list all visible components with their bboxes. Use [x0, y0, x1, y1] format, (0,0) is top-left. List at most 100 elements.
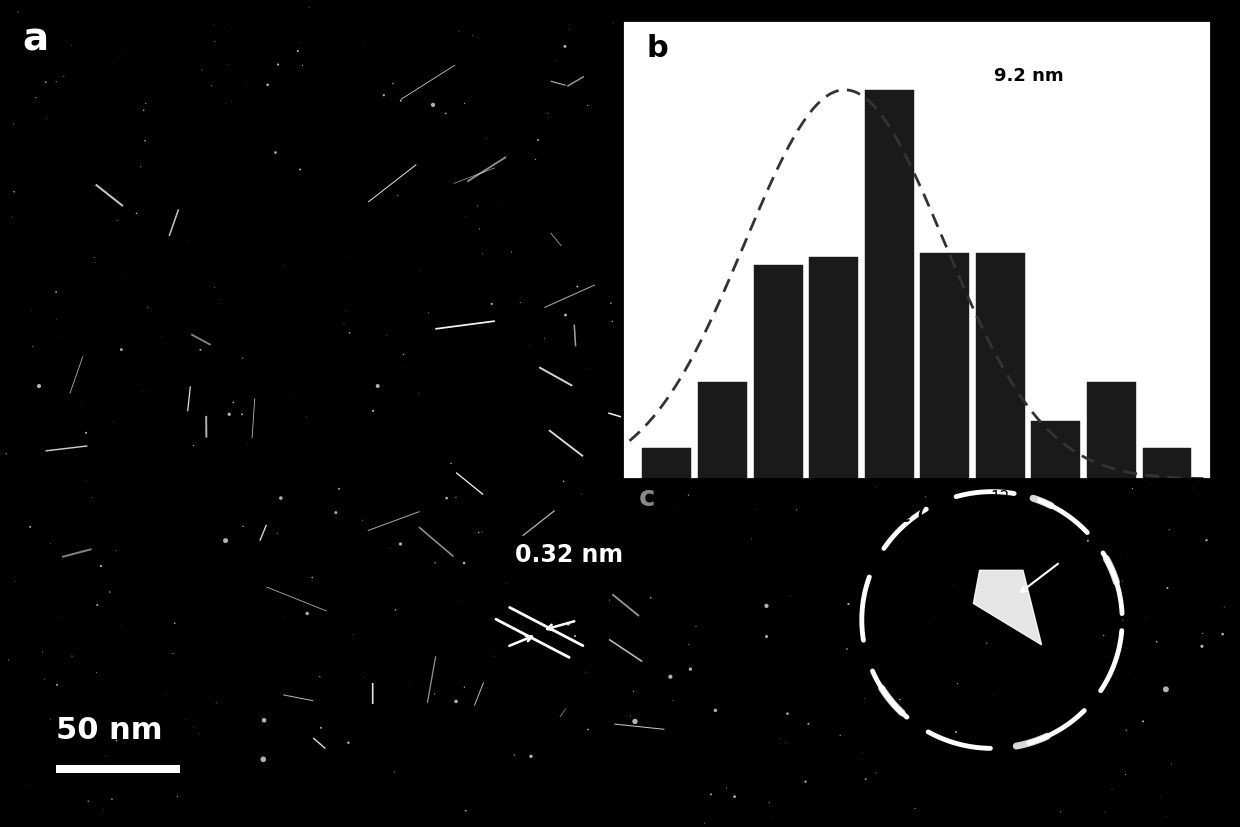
Point: [1193, 748, 1213, 762]
Point: [184, 439, 203, 452]
Point: [232, 409, 252, 422]
Point: [677, 598, 697, 611]
Point: [284, 391, 304, 404]
Point: [477, 533, 497, 547]
Point: [425, 687, 445, 700]
Point: [993, 512, 1013, 525]
Point: [87, 667, 107, 680]
Point: [777, 707, 797, 720]
Point: [701, 788, 720, 801]
Point: [763, 810, 782, 823]
Point: [46, 313, 66, 327]
Point: [102, 792, 122, 805]
Point: [94, 803, 114, 816]
Point: [756, 600, 776, 613]
Point: [254, 714, 274, 727]
Point: [1063, 605, 1083, 619]
Point: [558, 618, 578, 631]
Point: [641, 591, 661, 605]
Point: [686, 620, 706, 633]
Point: [1094, 629, 1114, 642]
Point: [115, 271, 135, 284]
Point: [854, 692, 874, 705]
Point: [536, 509, 556, 522]
Point: [556, 41, 575, 54]
Bar: [810, 258, 858, 480]
Point: [413, 522, 433, 535]
Point: [419, 307, 439, 320]
Point: [115, 48, 135, 61]
Point: [763, 607, 782, 620]
Point: [136, 544, 156, 557]
Point: [339, 64, 358, 77]
Text: b: b: [646, 35, 668, 64]
Point: [9, 697, 29, 710]
Point: [776, 615, 796, 629]
Point: [1156, 683, 1176, 696]
Point: [1141, 477, 1161, 490]
Point: [521, 340, 541, 353]
Point: [613, 691, 632, 705]
Bar: [1032, 421, 1080, 480]
Point: [596, 543, 616, 557]
Point: [838, 598, 858, 611]
Point: [1112, 614, 1132, 627]
Point: [1, 212, 21, 225]
Point: [1078, 489, 1097, 502]
Point: [624, 685, 644, 698]
Point: [105, 694, 125, 707]
Text: c: c: [639, 484, 655, 512]
Point: [386, 604, 405, 617]
Point: [216, 534, 236, 547]
Point: [339, 736, 358, 749]
Point: [391, 95, 410, 108]
Point: [1226, 753, 1240, 767]
Bar: [642, 448, 692, 480]
Point: [303, 571, 322, 585]
Point: [520, 124, 539, 137]
Point: [228, 200, 248, 213]
Point: [678, 489, 698, 502]
Point: [423, 99, 443, 112]
Point: [352, 514, 372, 528]
Point: [71, 397, 91, 410]
Point: [253, 753, 273, 766]
Point: [559, 24, 579, 37]
Point: [326, 506, 346, 519]
Point: [600, 191, 620, 204]
Point: [134, 104, 154, 117]
Point: [508, 635, 528, 648]
Point: [393, 348, 413, 361]
Point: [505, 748, 525, 762]
Point: [383, 78, 403, 91]
Point: [847, 631, 867, 644]
Point: [455, 210, 475, 223]
Point: [667, 499, 687, 512]
Point: [393, 360, 413, 373]
Point: [387, 153, 407, 166]
Point: [915, 490, 935, 504]
Point: [11, 121, 31, 134]
Point: [223, 396, 243, 409]
Point: [112, 620, 131, 633]
Point: [779, 777, 799, 791]
Point: [1156, 810, 1176, 823]
Point: [856, 772, 875, 786]
Point: [393, 332, 413, 345]
Point: [1116, 724, 1136, 737]
Polygon shape: [973, 571, 1042, 645]
Point: [1162, 758, 1182, 771]
Point: [176, 713, 196, 726]
Point: [374, 89, 394, 103]
Bar: [920, 254, 970, 480]
Point: [450, 303, 470, 316]
Point: [905, 802, 925, 815]
Point: [853, 747, 873, 760]
Point: [970, 575, 990, 588]
Point: [86, 256, 105, 270]
Point: [270, 492, 290, 505]
Point: [467, 200, 487, 213]
Point: [237, 79, 257, 92]
Point: [222, 95, 242, 108]
Point: [749, 667, 769, 681]
